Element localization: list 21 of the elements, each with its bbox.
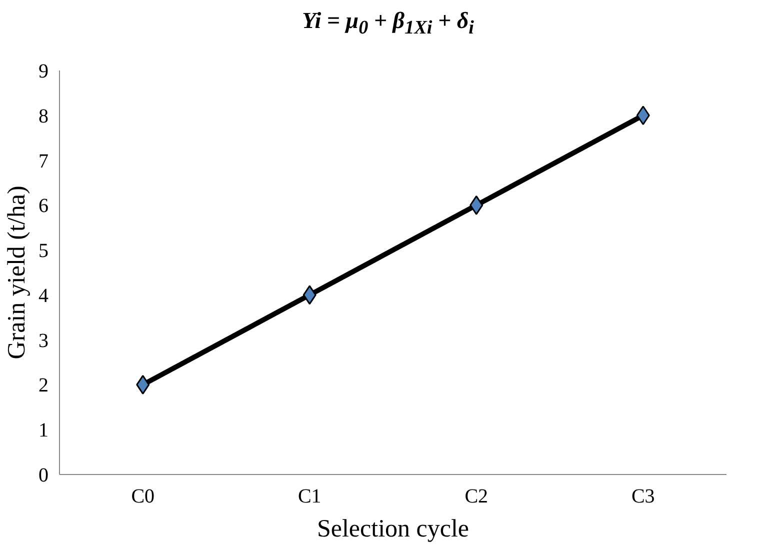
y-tick-label: 0 [38, 464, 48, 486]
y-tick-label: 9 [38, 60, 48, 82]
point [136, 374, 150, 394]
y-tick-label: 1 [38, 420, 48, 442]
y-tick-label: 6 [38, 195, 48, 218]
x-tick-label: C0 [131, 486, 155, 508]
y-tick-label: 7 [38, 150, 48, 172]
y-tick-label: 4 [38, 284, 48, 307]
y-axis-title: Grain yield (t/ha) [4, 186, 30, 360]
y-tick-label: 3 [38, 330, 48, 352]
x-tick-label: C3 [631, 486, 655, 508]
x-tick-label: C1 [298, 486, 322, 508]
x-axis-title: Selection cycle [316, 516, 470, 542]
y-tick-label: 2 [38, 374, 48, 397]
point [302, 285, 316, 305]
point [636, 106, 650, 126]
point [470, 195, 484, 215]
chart-title: Yi = μ$_{0}$ + β$_{1Xi}$ + δ$_{i}$ [301, 7, 475, 41]
y-tick-label: 5 [38, 240, 48, 262]
x-tick-label: C2 [464, 486, 488, 508]
y-tick-label: 8 [38, 105, 48, 128]
